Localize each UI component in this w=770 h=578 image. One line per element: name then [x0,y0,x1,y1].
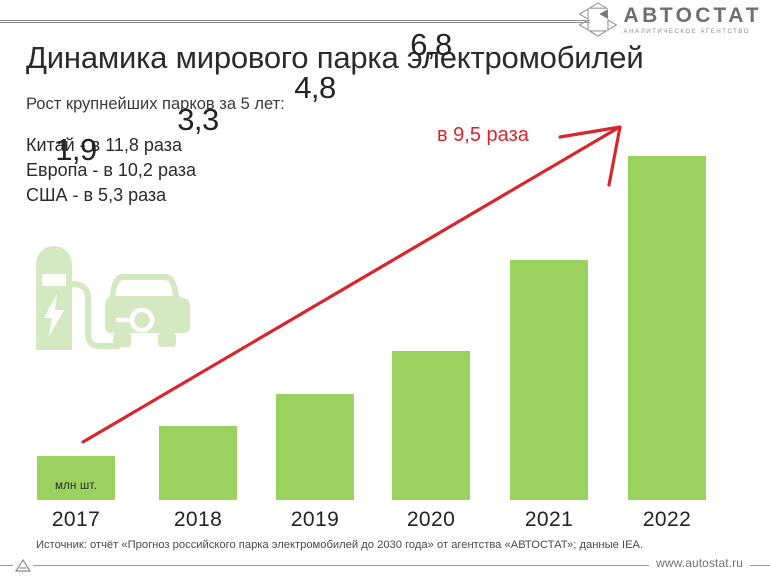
bar-value-2017: 1,9 [55,132,97,167]
brand-name: АВТОСТАТ [623,3,762,27]
bar-value-2020: 6,8 [410,27,452,62]
bar-value-2018: 3,3 [177,102,219,137]
bar-year-2019: 2019 [290,508,340,531]
bar-2020[interactable] [392,351,470,500]
website-url[interactable]: www.autostat.ru [649,556,750,570]
triangle-mark-glyph [14,558,32,572]
bar-year-2017: 2017 [51,508,101,531]
growth-arrow-label: в 9,5 раза [437,124,529,146]
bar-2018[interactable] [159,426,237,500]
bar-2022[interactable] [628,156,706,500]
footer-divider [0,565,770,566]
bar-year-2021: 2021 [524,508,574,531]
subtitle: Рост крупнейших парков за 5 лет: [26,95,285,113]
bar-2021[interactable] [510,260,588,500]
bar-2017[interactable] [37,456,115,500]
brand-text: АВТОСТАТ АНАЛИТИЧЕСКОЕ АГЕНТСТВО [624,5,762,35]
source-note: Источник: отчёт «Прогноз российского пар… [36,539,644,551]
bar-2019[interactable] [276,394,354,500]
bar-year-2022: 2022 [642,508,692,531]
triangle-mark-icon [13,556,33,574]
brand-logo-block: АВТОСТАТ АНАЛИТИЧЕСКОЕ АГЕНТСТВО [578,2,762,38]
bar-year-2018: 2018 [173,508,223,531]
bar-unit-label: млн шт. [55,480,97,492]
bar-year-2020: 2020 [406,508,456,531]
bar-value-2019: 4,8 [294,70,336,105]
header-divider [0,20,590,23]
hexagon-triangles-logo-icon [578,2,617,37]
brand-tagline: АНАЛИТИЧЕСКОЕ АГЕНТСТВО [623,27,751,35]
page-title: Динамика мирового парка электромобилей [26,40,644,75]
